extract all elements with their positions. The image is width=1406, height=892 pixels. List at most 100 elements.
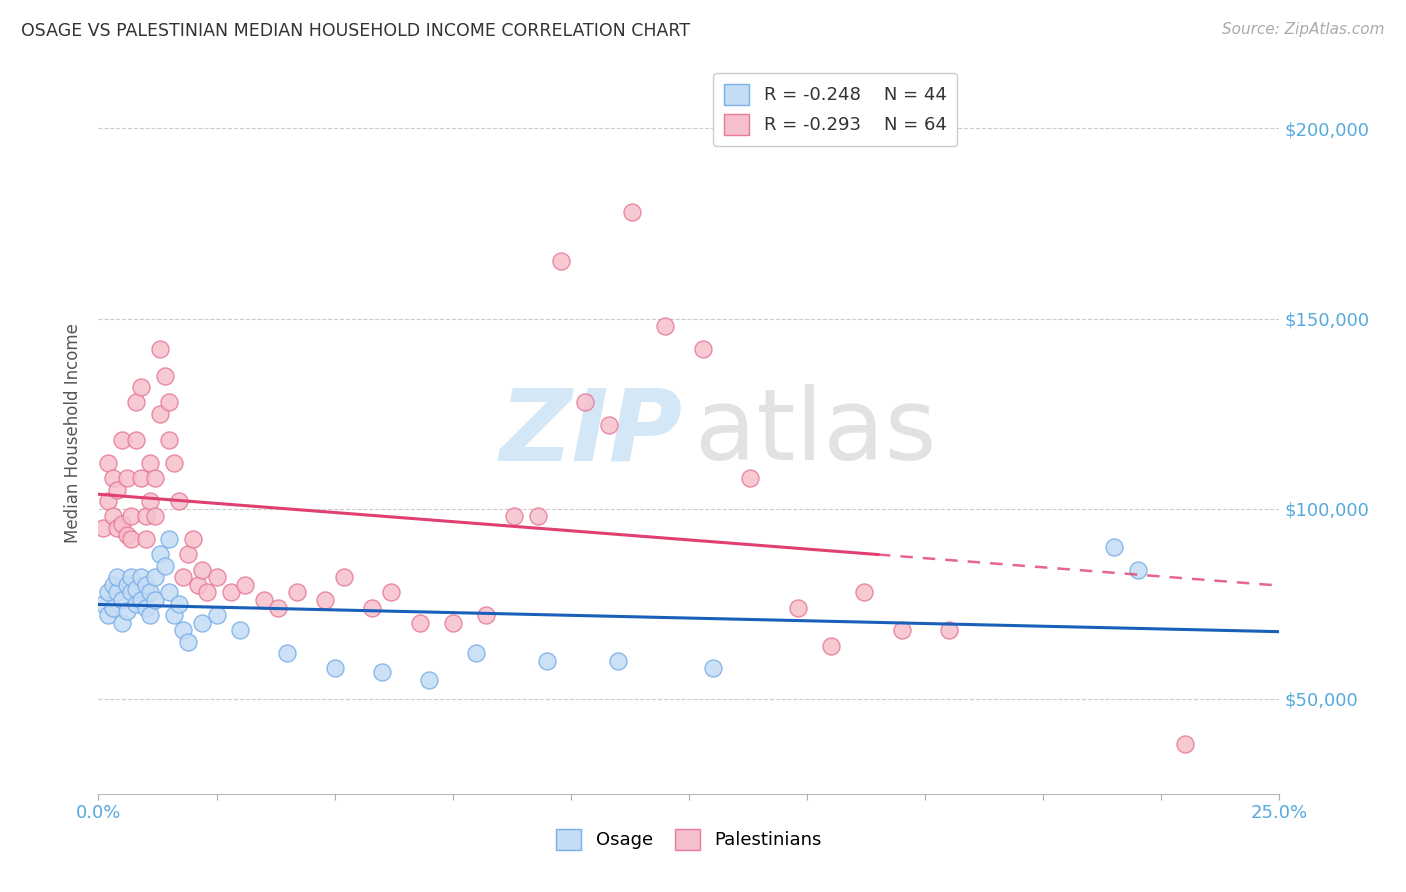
Point [167, 597, 190, 611]
Point [105, 585, 128, 599]
Point [465, 646, 488, 660]
Point [323, 661, 346, 675]
Point [143, 471, 166, 485]
Point [129, 471, 152, 485]
Point [253, 593, 276, 607]
Point [135, 600, 157, 615]
Point [153, 368, 176, 383]
Point [105, 570, 128, 584]
Point [654, 319, 676, 334]
Point [115, 604, 138, 618]
Point [135, 532, 157, 546]
Point [121, 509, 143, 524]
Point [621, 205, 644, 219]
Point [1102, 540, 1125, 554]
Point [105, 521, 128, 535]
Point [157, 395, 180, 409]
Point [475, 608, 498, 623]
Point [101, 578, 124, 592]
Point [167, 494, 190, 508]
Text: atlas: atlas [695, 384, 936, 481]
Point [97, 494, 120, 508]
Point [111, 516, 134, 531]
Point [598, 417, 620, 432]
Point [111, 615, 134, 630]
Point [418, 673, 440, 687]
Point [135, 578, 157, 592]
Point [314, 593, 336, 607]
Point [97, 456, 120, 470]
Point [550, 254, 572, 268]
Point [187, 578, 209, 592]
Point [361, 600, 384, 615]
Point [181, 532, 204, 546]
Point [129, 570, 152, 584]
Point [101, 600, 124, 615]
Point [143, 509, 166, 524]
Point [852, 585, 875, 599]
Point [408, 615, 430, 630]
Point [692, 342, 714, 356]
Point [121, 570, 143, 584]
Point [1174, 738, 1197, 752]
Point [333, 570, 356, 584]
Point [191, 562, 214, 576]
Point [938, 624, 960, 638]
Point [139, 456, 162, 470]
Point [139, 494, 162, 508]
Point [191, 615, 214, 630]
Point [267, 600, 290, 615]
Point [115, 578, 138, 592]
Point [135, 509, 157, 524]
Point [820, 639, 842, 653]
Point [172, 624, 194, 638]
Point [101, 471, 124, 485]
Point [233, 578, 256, 592]
Point [276, 646, 298, 660]
Point [115, 528, 138, 542]
Point [111, 434, 134, 448]
Point [97, 585, 120, 599]
Point [177, 634, 200, 648]
Point [177, 547, 200, 561]
Text: ZIP: ZIP [501, 384, 683, 481]
Text: OSAGE VS PALESTINIAN MEDIAN HOUSEHOLD INCOME CORRELATION CHART: OSAGE VS PALESTINIAN MEDIAN HOUSEHOLD IN… [21, 22, 690, 40]
Point [105, 483, 128, 497]
Point [125, 597, 148, 611]
Point [125, 434, 148, 448]
Point [229, 624, 252, 638]
Point [172, 570, 194, 584]
Text: Source: ZipAtlas.com: Source: ZipAtlas.com [1222, 22, 1385, 37]
Point [574, 395, 596, 409]
Point [149, 342, 172, 356]
Point [195, 585, 218, 599]
Point [91, 521, 114, 535]
Point [371, 665, 394, 680]
Point [205, 608, 228, 623]
Point [121, 532, 143, 546]
Point [157, 434, 180, 448]
Point [1126, 562, 1149, 576]
Point [163, 456, 186, 470]
Point [149, 407, 172, 421]
Point [125, 582, 148, 596]
Point [607, 654, 630, 668]
Point [285, 585, 308, 599]
Point [526, 509, 548, 524]
Point [786, 600, 808, 615]
Point [380, 585, 402, 599]
Legend: Osage, Palestinians: Osage, Palestinians [548, 822, 830, 857]
Point [503, 509, 526, 524]
Point [890, 624, 912, 638]
Point [125, 395, 148, 409]
Point [143, 593, 166, 607]
Point [129, 380, 152, 394]
Point [101, 509, 124, 524]
Point [91, 597, 114, 611]
Point [149, 547, 172, 561]
Point [129, 593, 152, 607]
Point [139, 608, 162, 623]
Point [143, 570, 166, 584]
Point [121, 585, 143, 599]
Point [740, 471, 762, 485]
